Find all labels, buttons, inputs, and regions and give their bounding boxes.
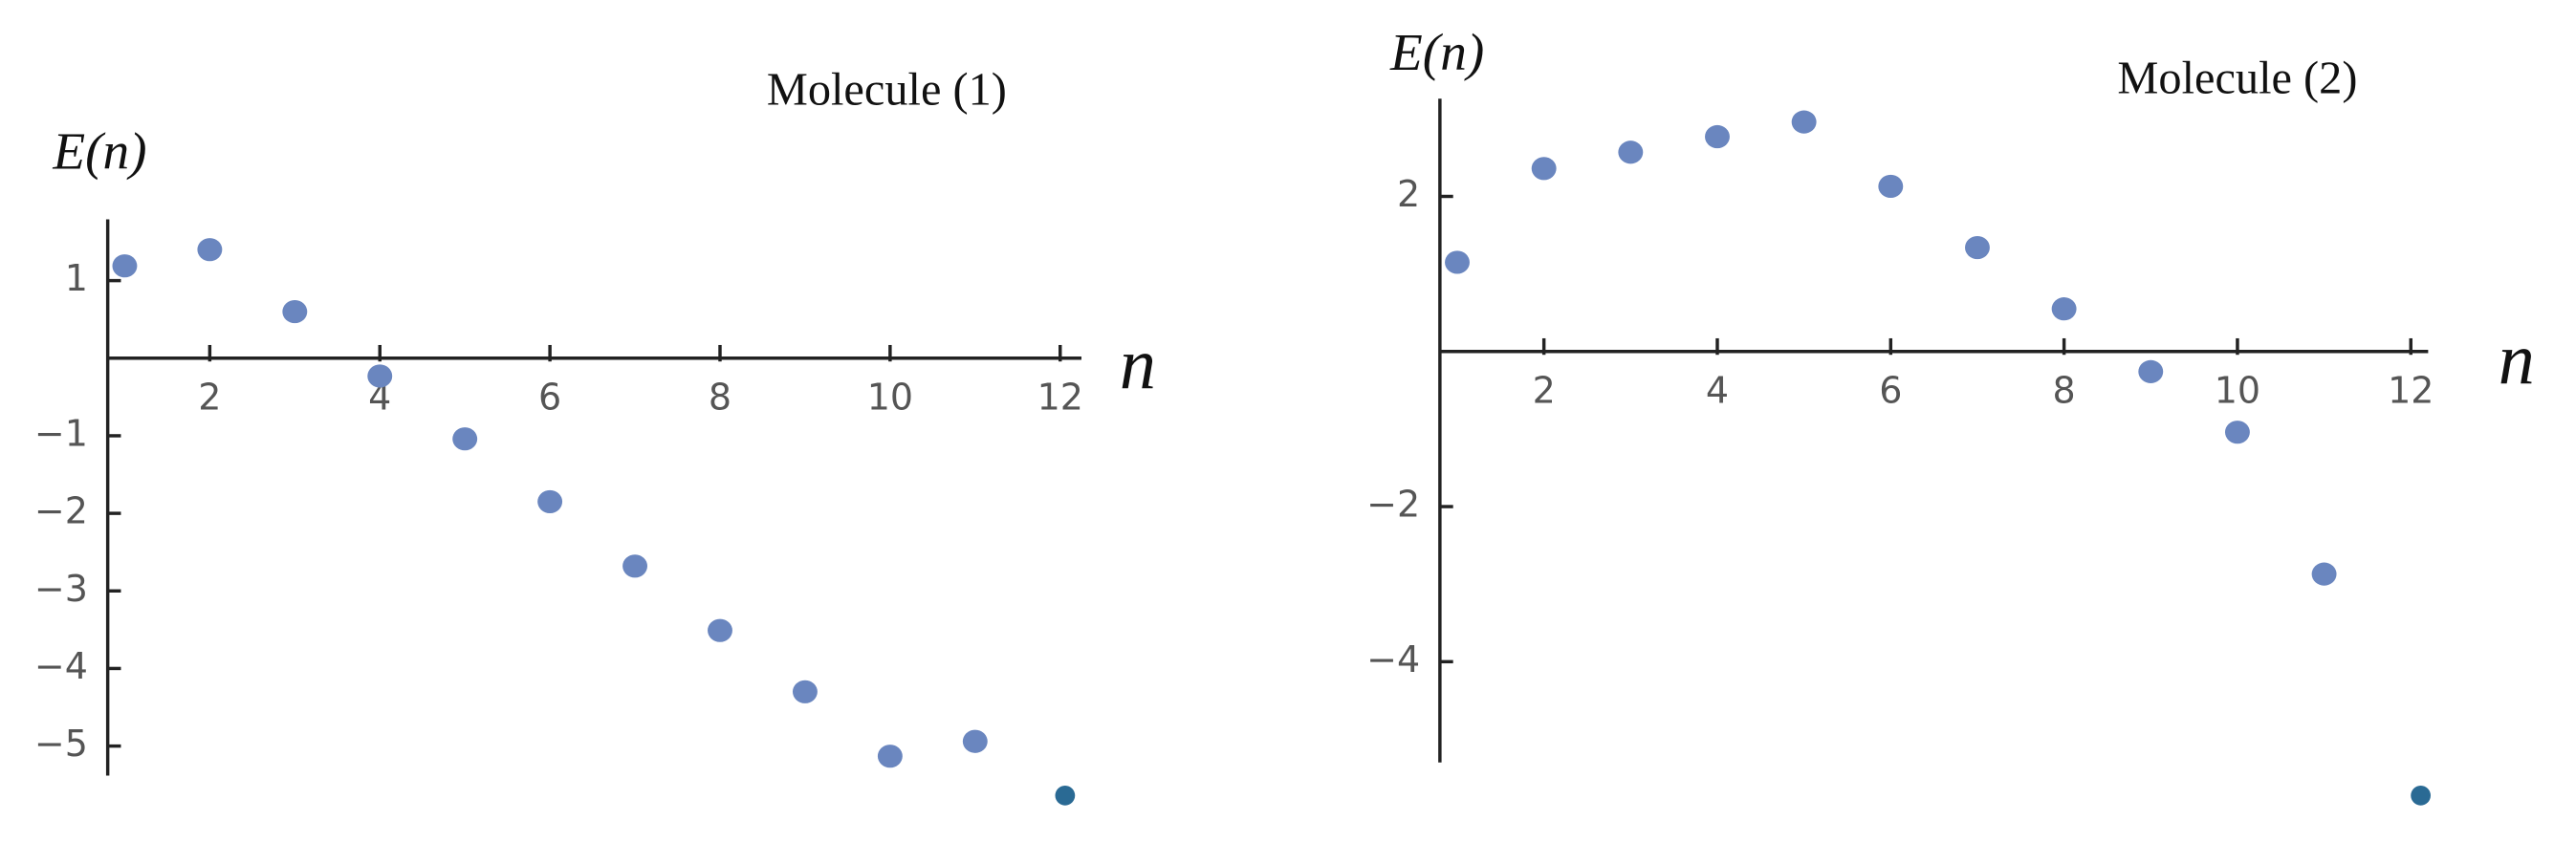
y-tick-label: −3 — [34, 568, 88, 610]
y-tick-label: −2 — [34, 490, 88, 532]
y-tick-label: −5 — [34, 723, 88, 765]
y-tick-label: −1 — [34, 412, 88, 454]
y-axis-label: E(n) — [52, 122, 146, 181]
chart-title: Molecule (2) — [2117, 53, 2357, 103]
x-tick-label: 12 — [2388, 369, 2434, 411]
data-point — [2311, 562, 2337, 586]
x-tick-label: 2 — [198, 376, 221, 418]
data-point — [2138, 359, 2164, 383]
data-point — [537, 489, 563, 514]
handle-dot — [2411, 785, 2431, 806]
data-point — [792, 680, 818, 703]
data-point — [452, 427, 478, 451]
data-point — [367, 364, 393, 388]
x-tick-label: 10 — [867, 376, 913, 418]
x-tick-label: 12 — [1037, 376, 1083, 418]
x-axis-label: n — [1120, 324, 1156, 404]
y-tick-label: −2 — [1366, 484, 1420, 526]
x-tick-label: 2 — [1533, 369, 1556, 411]
data-point — [1705, 124, 1730, 149]
x-tick-label: 10 — [2215, 369, 2260, 411]
data-point — [1791, 110, 1817, 134]
y-tick-label: 1 — [65, 257, 88, 299]
x-tick-label: 8 — [709, 376, 731, 418]
x-tick-label: 8 — [2053, 369, 2076, 411]
data-point — [1878, 174, 1904, 199]
x-tick-label: 6 — [538, 376, 561, 418]
data-point — [962, 729, 988, 753]
data-point — [1618, 140, 1644, 164]
data-point — [1531, 157, 1557, 181]
y-tick-label: −4 — [1366, 638, 1420, 680]
data-point — [112, 254, 138, 278]
handle-dot — [1055, 785, 1076, 806]
data-point — [2051, 297, 2077, 321]
data-point — [282, 299, 308, 324]
y-axis-label: E(n) — [1389, 23, 1484, 81]
data-point — [622, 554, 648, 578]
data-point — [1965, 235, 1990, 260]
x-tick-label: 6 — [1879, 369, 1902, 411]
x-tick-label: 4 — [1706, 369, 1729, 411]
y-tick-label: −4 — [34, 645, 88, 687]
data-point — [2224, 421, 2250, 444]
data-point — [708, 618, 732, 642]
x-axis-label: n — [2499, 319, 2535, 400]
data-point — [1445, 250, 1470, 274]
data-point — [877, 745, 903, 768]
y-tick-label: 2 — [1397, 173, 1420, 215]
chart-title: Molecule (1) — [767, 65, 1007, 116]
data-point — [197, 238, 223, 262]
